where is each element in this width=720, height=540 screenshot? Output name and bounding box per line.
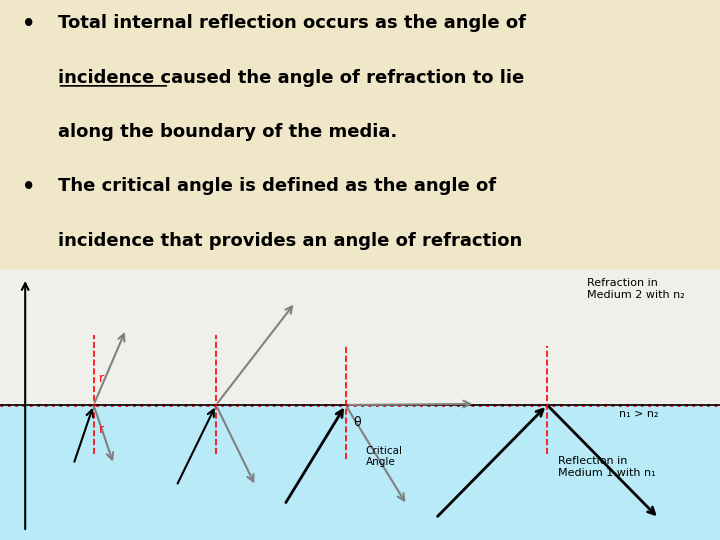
Text: r: r xyxy=(99,372,104,386)
Text: r: r xyxy=(99,423,104,436)
Text: θ: θ xyxy=(353,415,361,429)
Text: of 90 degrees.: of 90 degrees. xyxy=(58,286,204,304)
Text: The critical angle is defined as the angle of: The critical angle is defined as the ang… xyxy=(58,178,496,195)
Bar xyxy=(0,405,720,540)
Text: incidence that provides an angle of refraction: incidence that provides an angle of refr… xyxy=(58,232,522,250)
Text: •: • xyxy=(22,14,35,35)
Text: Reflection in
Medium 1 with n₁: Reflection in Medium 1 with n₁ xyxy=(558,456,656,478)
Text: •: • xyxy=(22,178,35,198)
Text: Total internal reflection occurs as the angle of: Total internal reflection occurs as the … xyxy=(58,14,526,32)
Text: Refraction in
Medium 2 with n₂: Refraction in Medium 2 with n₂ xyxy=(587,278,685,300)
Text: along the boundary of the media.: along the boundary of the media. xyxy=(58,123,397,141)
Text: incidence caused the angle of refraction to lie: incidence caused the angle of refraction… xyxy=(58,69,524,87)
Text: n₁ > n₂: n₁ > n₂ xyxy=(619,409,659,420)
Text: Critical
Angle: Critical Angle xyxy=(366,446,402,467)
Bar xyxy=(0,270,720,405)
